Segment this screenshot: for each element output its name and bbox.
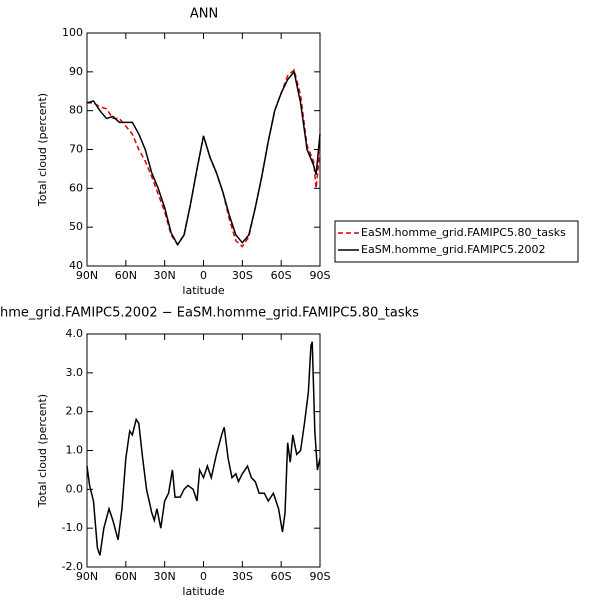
legend-box — [334, 220, 579, 263]
data-line — [86, 70, 321, 247]
x-tick-label: 60N — [115, 570, 137, 583]
y-tick-label: 60 — [69, 181, 83, 194]
x-tick-label: 0 — [200, 570, 207, 583]
x-tick-label: 90S — [310, 269, 331, 282]
plot-frame — [86, 32, 321, 267]
y-tick-label: 4.0 — [66, 327, 84, 340]
data-line — [87, 68, 321, 248]
plot-frame — [86, 333, 321, 568]
y-tick-label: 90 — [69, 65, 83, 78]
x-axis-label: latitude — [182, 585, 224, 598]
data-line — [86, 341, 321, 556]
y-tick-label: 100 — [62, 26, 83, 39]
x-tick-label: 0 — [200, 269, 207, 282]
chart-title: ANN — [190, 7, 218, 22]
y-tick-label: -2.0 — [62, 560, 83, 573]
y-tick-label: 50 — [69, 220, 83, 233]
legend-label: EaSM.homme_grid.FAMIPC5.80_tasks — [361, 226, 566, 239]
x-tick-label: 90N — [76, 570, 98, 583]
chart-title: hme_grid.FAMIPC5.2002 − EaSM.homme_grid.… — [0, 306, 419, 321]
x-tick-label: 90N — [76, 269, 98, 282]
legend-label: EaSM.homme_grid.FAMIPC5.2002 — [361, 243, 545, 256]
x-tick-label: 30N — [154, 269, 176, 282]
x-tick-label: 30S — [232, 269, 253, 282]
x-tick-label: 30S — [232, 570, 253, 583]
y-tick-label: 70 — [69, 143, 83, 156]
y-tick-label: 40 — [69, 259, 83, 272]
y-axis-label: Total cloud (percent) — [36, 394, 49, 508]
y-tick-label: 1.0 — [66, 444, 84, 457]
y-tick-label: 0.0 — [66, 482, 84, 495]
x-tick-label: 60S — [271, 269, 292, 282]
y-tick-label: 3.0 — [66, 366, 84, 379]
y-tick-label: 80 — [69, 104, 83, 117]
y-axis-label: Total cloud (percent) — [36, 93, 49, 207]
x-tick-label: 60S — [271, 570, 292, 583]
y-tick-label: 2.0 — [66, 405, 84, 418]
x-axis-label: latitude — [182, 284, 224, 297]
x-tick-label: 30N — [154, 570, 176, 583]
y-tick-label: -1.0 — [62, 521, 83, 534]
x-tick-label: 60N — [115, 269, 137, 282]
x-tick-label: 90S — [310, 570, 331, 583]
